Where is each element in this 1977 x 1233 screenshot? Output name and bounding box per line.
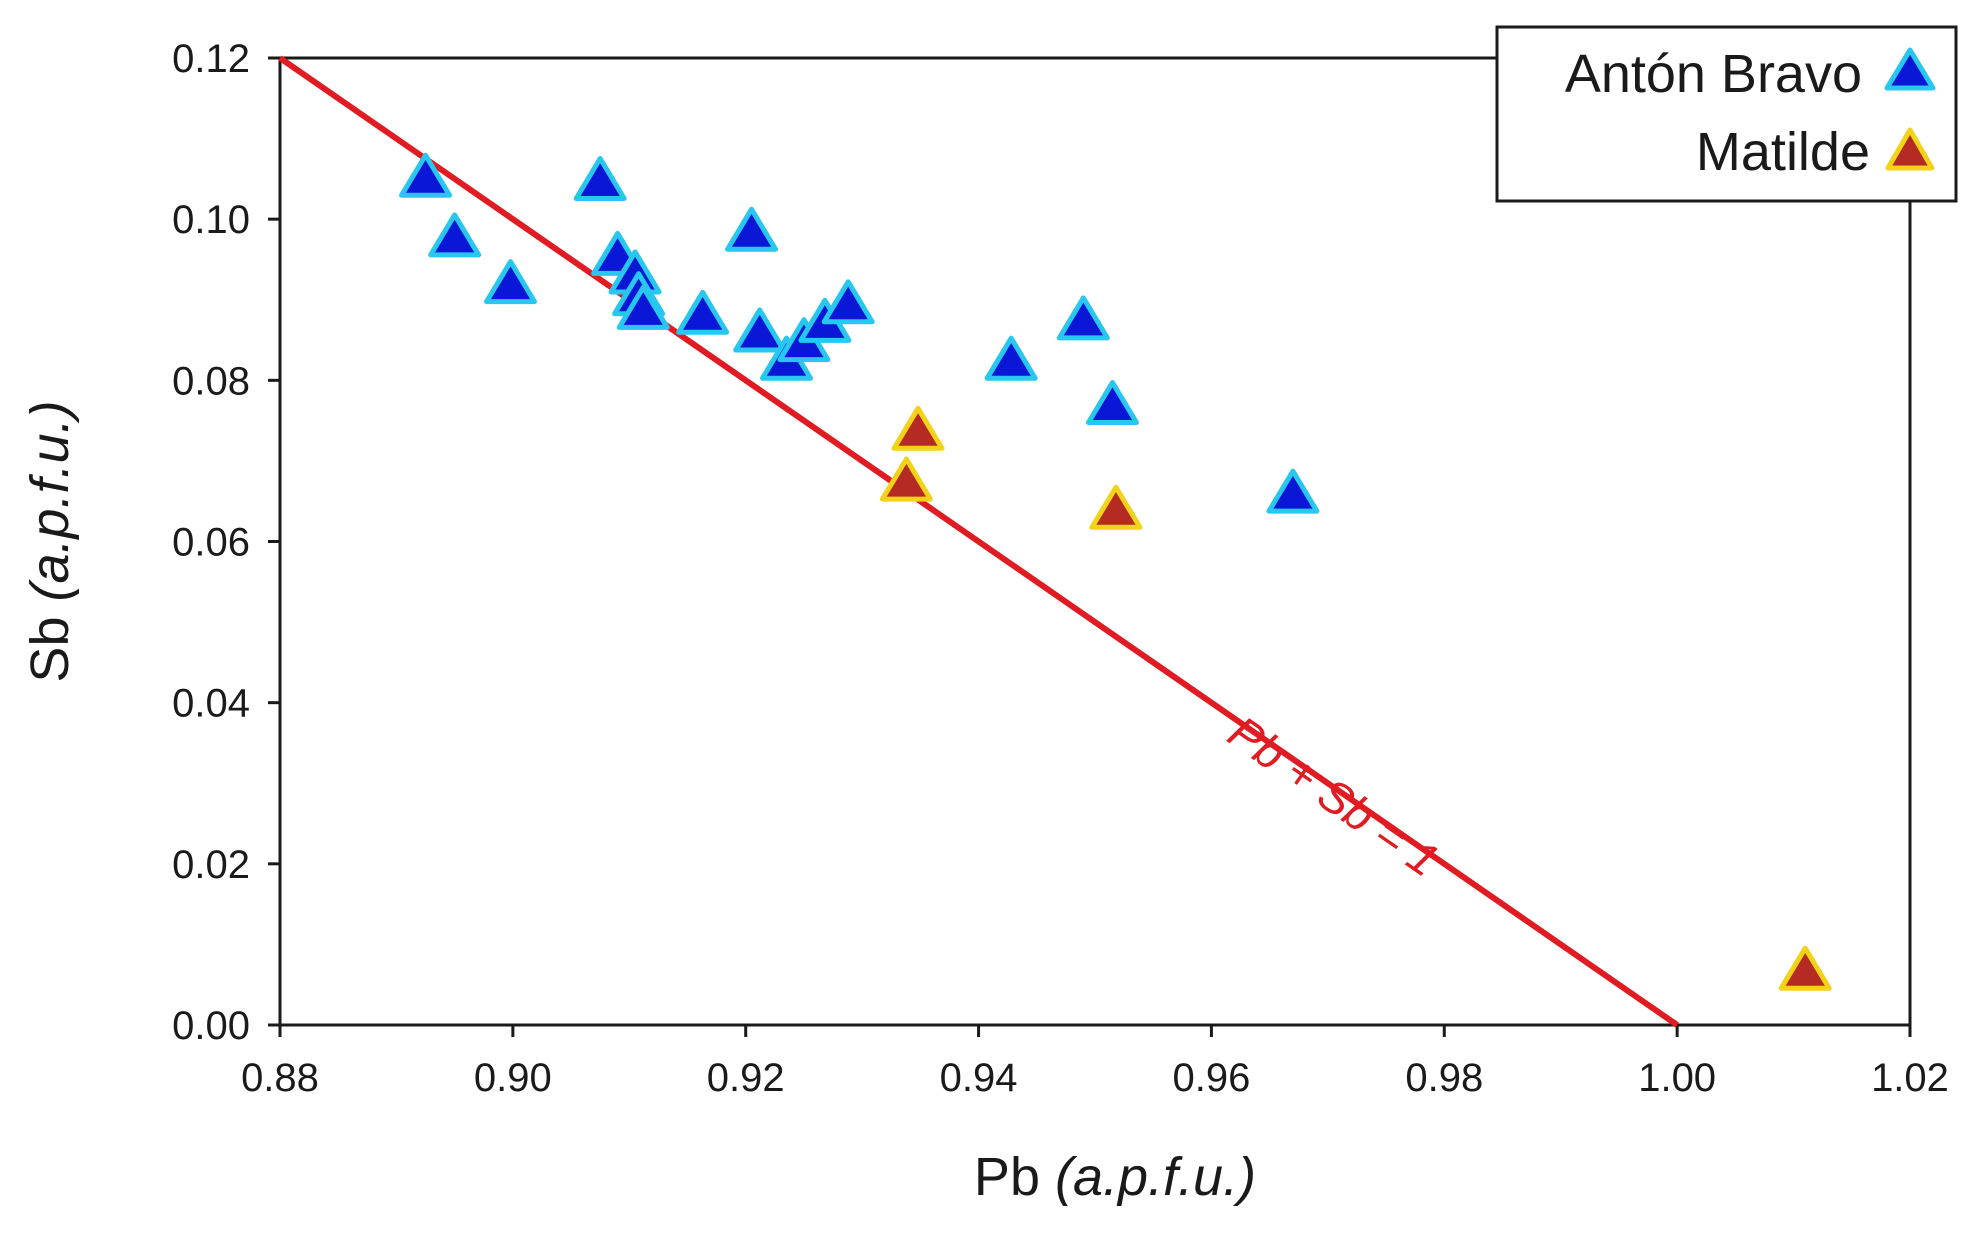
axis-ticks: 0.88 0.90 0.92 0.94 0.96 0.98 1.00 1.02 0.00 0.02…: [172, 37, 1949, 1100]
legend-marker-matilde: [1885, 127, 1935, 171]
data-point-ant-n-bravo: [484, 259, 538, 305]
data-point-matilde: [879, 456, 933, 502]
legend-label-anton-bravo: Antón Bravo: [1565, 44, 1862, 104]
x-axis-title: Pb (a.p.f.u.): [974, 1147, 1256, 1207]
legend: Antón Bravo Matilde: [1495, 25, 1958, 203]
legend-box: [1495, 25, 1958, 203]
data-point-matilde: [1778, 945, 1832, 991]
data-point-ant-n-bravo: [1266, 468, 1320, 514]
y-tick-label: 0.08: [172, 359, 250, 403]
data-point-ant-n-bravo: [725, 206, 779, 252]
x-axis-title-unit: (a.p.f.u.): [1055, 1147, 1256, 1207]
x-axis-title-main: Pb: [974, 1147, 1040, 1207]
data-point-ant-n-bravo: [399, 152, 453, 198]
data-point-matilde: [1089, 484, 1143, 530]
x-tick-label: 0.88: [241, 1056, 319, 1100]
y-tick-label: 0.04: [172, 682, 250, 726]
data-point-matilde: [891, 405, 945, 451]
legend-marker-anton-bravo: [1884, 47, 1936, 91]
y-tick-label: 0.06: [172, 521, 250, 565]
data-point-ant-n-bravo: [616, 284, 670, 330]
y-tick-label: 0.02: [172, 843, 250, 887]
data-point-ant-n-bravo: [1056, 295, 1110, 341]
reference-line-pb-plus-sb: [278, 55, 1679, 1028]
data-point-ant-n-bravo: [428, 212, 482, 258]
x-tick-label: 0.98: [1405, 1056, 1483, 1100]
data-point-ant-n-bravo: [821, 279, 875, 325]
plot-frame: [278, 56, 1912, 1027]
y-tick-label: 0.10: [172, 198, 250, 242]
data-point-ant-n-bravo: [733, 307, 787, 353]
legend-label-matilde: Matilde: [1696, 122, 1870, 182]
x-tick-label: 1.00: [1638, 1056, 1716, 1100]
data-point-ant-n-bravo: [676, 289, 730, 335]
x-tick-label: 1.02: [1871, 1056, 1949, 1100]
x-tick-label: 0.92: [707, 1056, 785, 1100]
reference-line-label: Pb + Sb = 1: [1219, 705, 1448, 886]
data-point-ant-n-bravo: [573, 155, 627, 201]
x-tick-label: 0.90: [474, 1056, 552, 1100]
x-tick-label: 0.94: [940, 1056, 1018, 1100]
y-axis-title-main: Sb: [20, 617, 80, 683]
x-tick-label: 0.96: [1172, 1056, 1250, 1100]
y-axis-title: Sb (a.p.f.u.): [20, 400, 80, 682]
y-axis-title-unit: (a.p.f.u.): [20, 400, 80, 601]
data-points: [399, 152, 1832, 991]
y-tick-label: 0.12: [172, 37, 250, 81]
data-point-ant-n-bravo: [984, 335, 1038, 381]
data-point-ant-n-bravo: [1085, 380, 1139, 426]
y-tick-label: 0.00: [172, 1004, 250, 1048]
